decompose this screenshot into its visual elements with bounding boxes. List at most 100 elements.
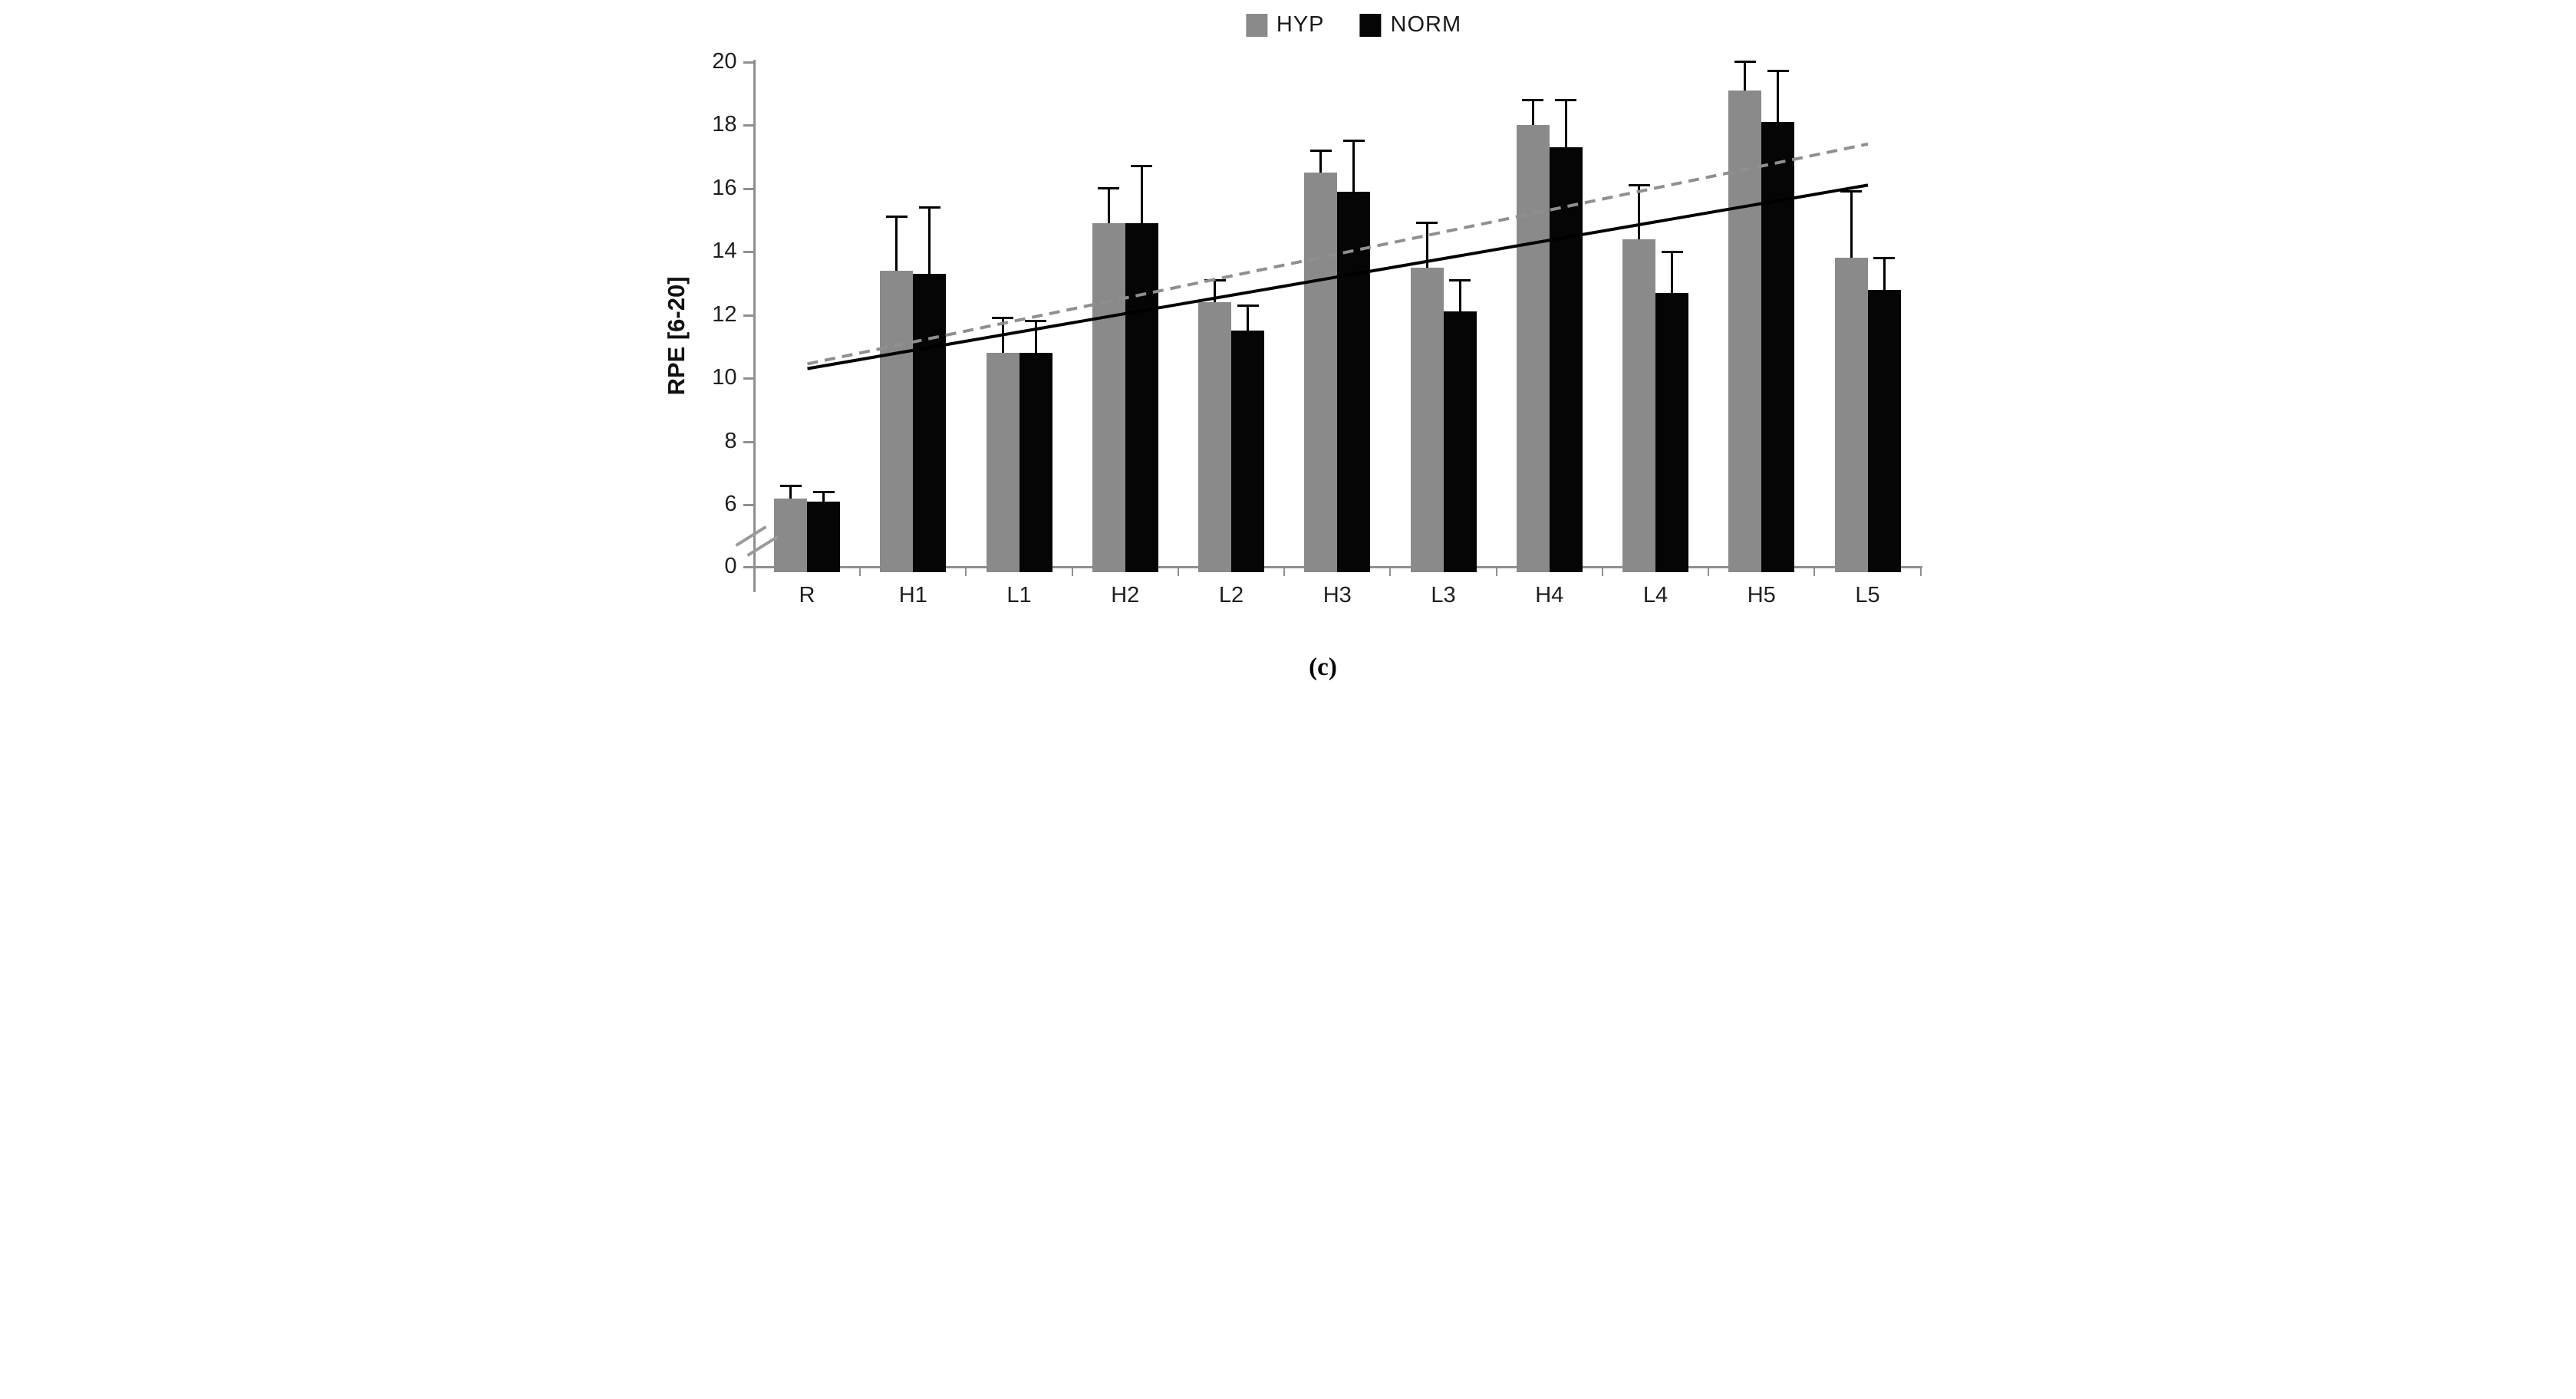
error-bar-norm-H4 — [1564, 100, 1567, 147]
bar-norm-H4 — [1549, 146, 1583, 572]
bar-norm-R — [807, 501, 840, 572]
error-cap-norm-H3 — [1342, 140, 1365, 143]
x-tick-10 — [1813, 566, 1816, 576]
bar-hyp-L5 — [1834, 258, 1868, 572]
error-bar-hyp-L1 — [1001, 318, 1004, 353]
y-tick-16 — [743, 187, 753, 190]
bar-hyp-L3 — [1410, 267, 1444, 572]
y-tick-label-6: 6 — [724, 492, 737, 516]
legend-item-norm: NORM — [1359, 12, 1462, 38]
error-bar-hyp-R — [789, 486, 792, 499]
y-tick-label-20: 20 — [712, 48, 737, 74]
error-cap-norm-H2 — [1131, 165, 1153, 168]
legend-label-hyp: HYP — [1276, 12, 1325, 37]
x-category-label-H3: H3 — [1323, 583, 1352, 607]
x-tick-0 — [753, 566, 755, 576]
error-cap-hyp-L1 — [992, 317, 1013, 320]
error-cap-norm-L1 — [1025, 320, 1046, 323]
figure-caption: (c) — [1309, 653, 1337, 681]
y-tick-label-0: 0 — [724, 554, 737, 578]
y-tick-label-8: 8 — [724, 428, 737, 453]
bar-hyp-L2 — [1198, 302, 1231, 572]
x-tick-5 — [1283, 566, 1286, 576]
error-cap-norm-H5 — [1767, 70, 1789, 73]
x-category-label-H2: H2 — [1111, 583, 1140, 607]
error-cap-hyp-H2 — [1098, 187, 1120, 189]
error-cap-hyp-L5 — [1840, 190, 1862, 193]
x-category-label-L1: L1 — [1006, 583, 1032, 607]
error-cap-norm-R — [812, 491, 835, 493]
error-bar-norm-H3 — [1352, 140, 1356, 192]
x-tick-3 — [1071, 566, 1073, 576]
legend-swatch-norm-icon — [1359, 13, 1382, 37]
axis-break-slash-2 — [746, 535, 779, 557]
x-tick-6 — [1389, 566, 1392, 576]
error-bar-norm-H5 — [1777, 71, 1780, 122]
error-bar-norm-L3 — [1458, 280, 1461, 312]
error-cap-norm-H4 — [1555, 98, 1577, 101]
x-tick-1 — [859, 566, 861, 576]
x-category-label-L3: L3 — [1431, 583, 1456, 607]
bar-norm-L5 — [1867, 289, 1901, 572]
y-tick-20 — [743, 61, 753, 64]
legend-item-hyp: HYP — [1245, 12, 1325, 38]
error-cap-norm-H1 — [918, 206, 940, 209]
error-bar-hyp-H2 — [1107, 188, 1110, 223]
bar-hyp-L1 — [986, 353, 1020, 572]
y-tick-10 — [743, 377, 753, 380]
error-cap-hyp-H4 — [1522, 98, 1544, 101]
y-tick-6 — [743, 504, 753, 506]
error-bar-hyp-H5 — [1744, 61, 1747, 91]
bar-hyp-H4 — [1516, 125, 1550, 572]
error-cap-norm-L3 — [1449, 278, 1471, 281]
error-bar-norm-L4 — [1671, 252, 1673, 293]
x-tick-2 — [965, 566, 967, 576]
bar-norm-L3 — [1443, 311, 1477, 572]
y-tick-14 — [743, 251, 753, 253]
x-category-label-R: R — [799, 583, 815, 607]
bar-hyp-H1 — [880, 270, 914, 572]
error-bar-hyp-H3 — [1319, 150, 1323, 173]
y-tick-18 — [743, 124, 753, 127]
error-bar-norm-R — [822, 492, 825, 502]
error-bar-norm-L2 — [1247, 305, 1249, 331]
bar-norm-L4 — [1655, 292, 1688, 572]
y-tick-label-10: 10 — [712, 365, 737, 390]
error-bar-hyp-H4 — [1531, 100, 1534, 125]
y-tick-12 — [743, 314, 753, 317]
x-tick-7 — [1495, 566, 1497, 576]
x-category-label-L5: L5 — [1855, 583, 1880, 607]
x-tick-4 — [1177, 566, 1179, 576]
y-axis-line — [753, 60, 756, 592]
x-category-label-L4: L4 — [1642, 583, 1668, 607]
error-cap-hyp-H3 — [1309, 149, 1332, 152]
error-bar-norm-H2 — [1140, 166, 1143, 223]
error-bar-hyp-L4 — [1638, 185, 1640, 239]
error-cap-norm-L4 — [1661, 250, 1683, 253]
y-tick-label-16: 16 — [712, 175, 737, 200]
x-tick-11 — [1919, 566, 1922, 576]
bar-norm-H5 — [1761, 121, 1795, 572]
y-tick-0 — [743, 566, 753, 568]
error-bar-hyp-L3 — [1425, 222, 1428, 268]
error-cap-hyp-R — [779, 484, 802, 487]
x-category-label-H1: H1 — [898, 583, 927, 607]
error-cap-hyp-H5 — [1734, 61, 1756, 63]
error-cap-hyp-L2 — [1204, 278, 1226, 281]
x-category-label-H5: H5 — [1747, 583, 1776, 607]
error-bar-hyp-L2 — [1214, 280, 1216, 302]
error-bar-norm-H1 — [928, 207, 931, 274]
error-bar-hyp-L5 — [1850, 191, 1853, 258]
y-tick-8 — [743, 440, 753, 443]
bar-hyp-H3 — [1304, 172, 1338, 572]
y-axis-title: RPE [6-20] — [662, 276, 690, 396]
y-tick-label-14: 14 — [712, 239, 737, 263]
error-cap-hyp-L3 — [1416, 222, 1438, 225]
error-bar-hyp-H1 — [895, 216, 898, 271]
x-tick-8 — [1601, 566, 1603, 576]
legend-swatch-hyp-icon — [1245, 13, 1267, 37]
x-tick-9 — [1708, 566, 1710, 576]
x-category-label-H4: H4 — [1535, 583, 1564, 607]
bar-hyp-H5 — [1728, 90, 1762, 572]
error-cap-norm-L5 — [1873, 256, 1895, 259]
